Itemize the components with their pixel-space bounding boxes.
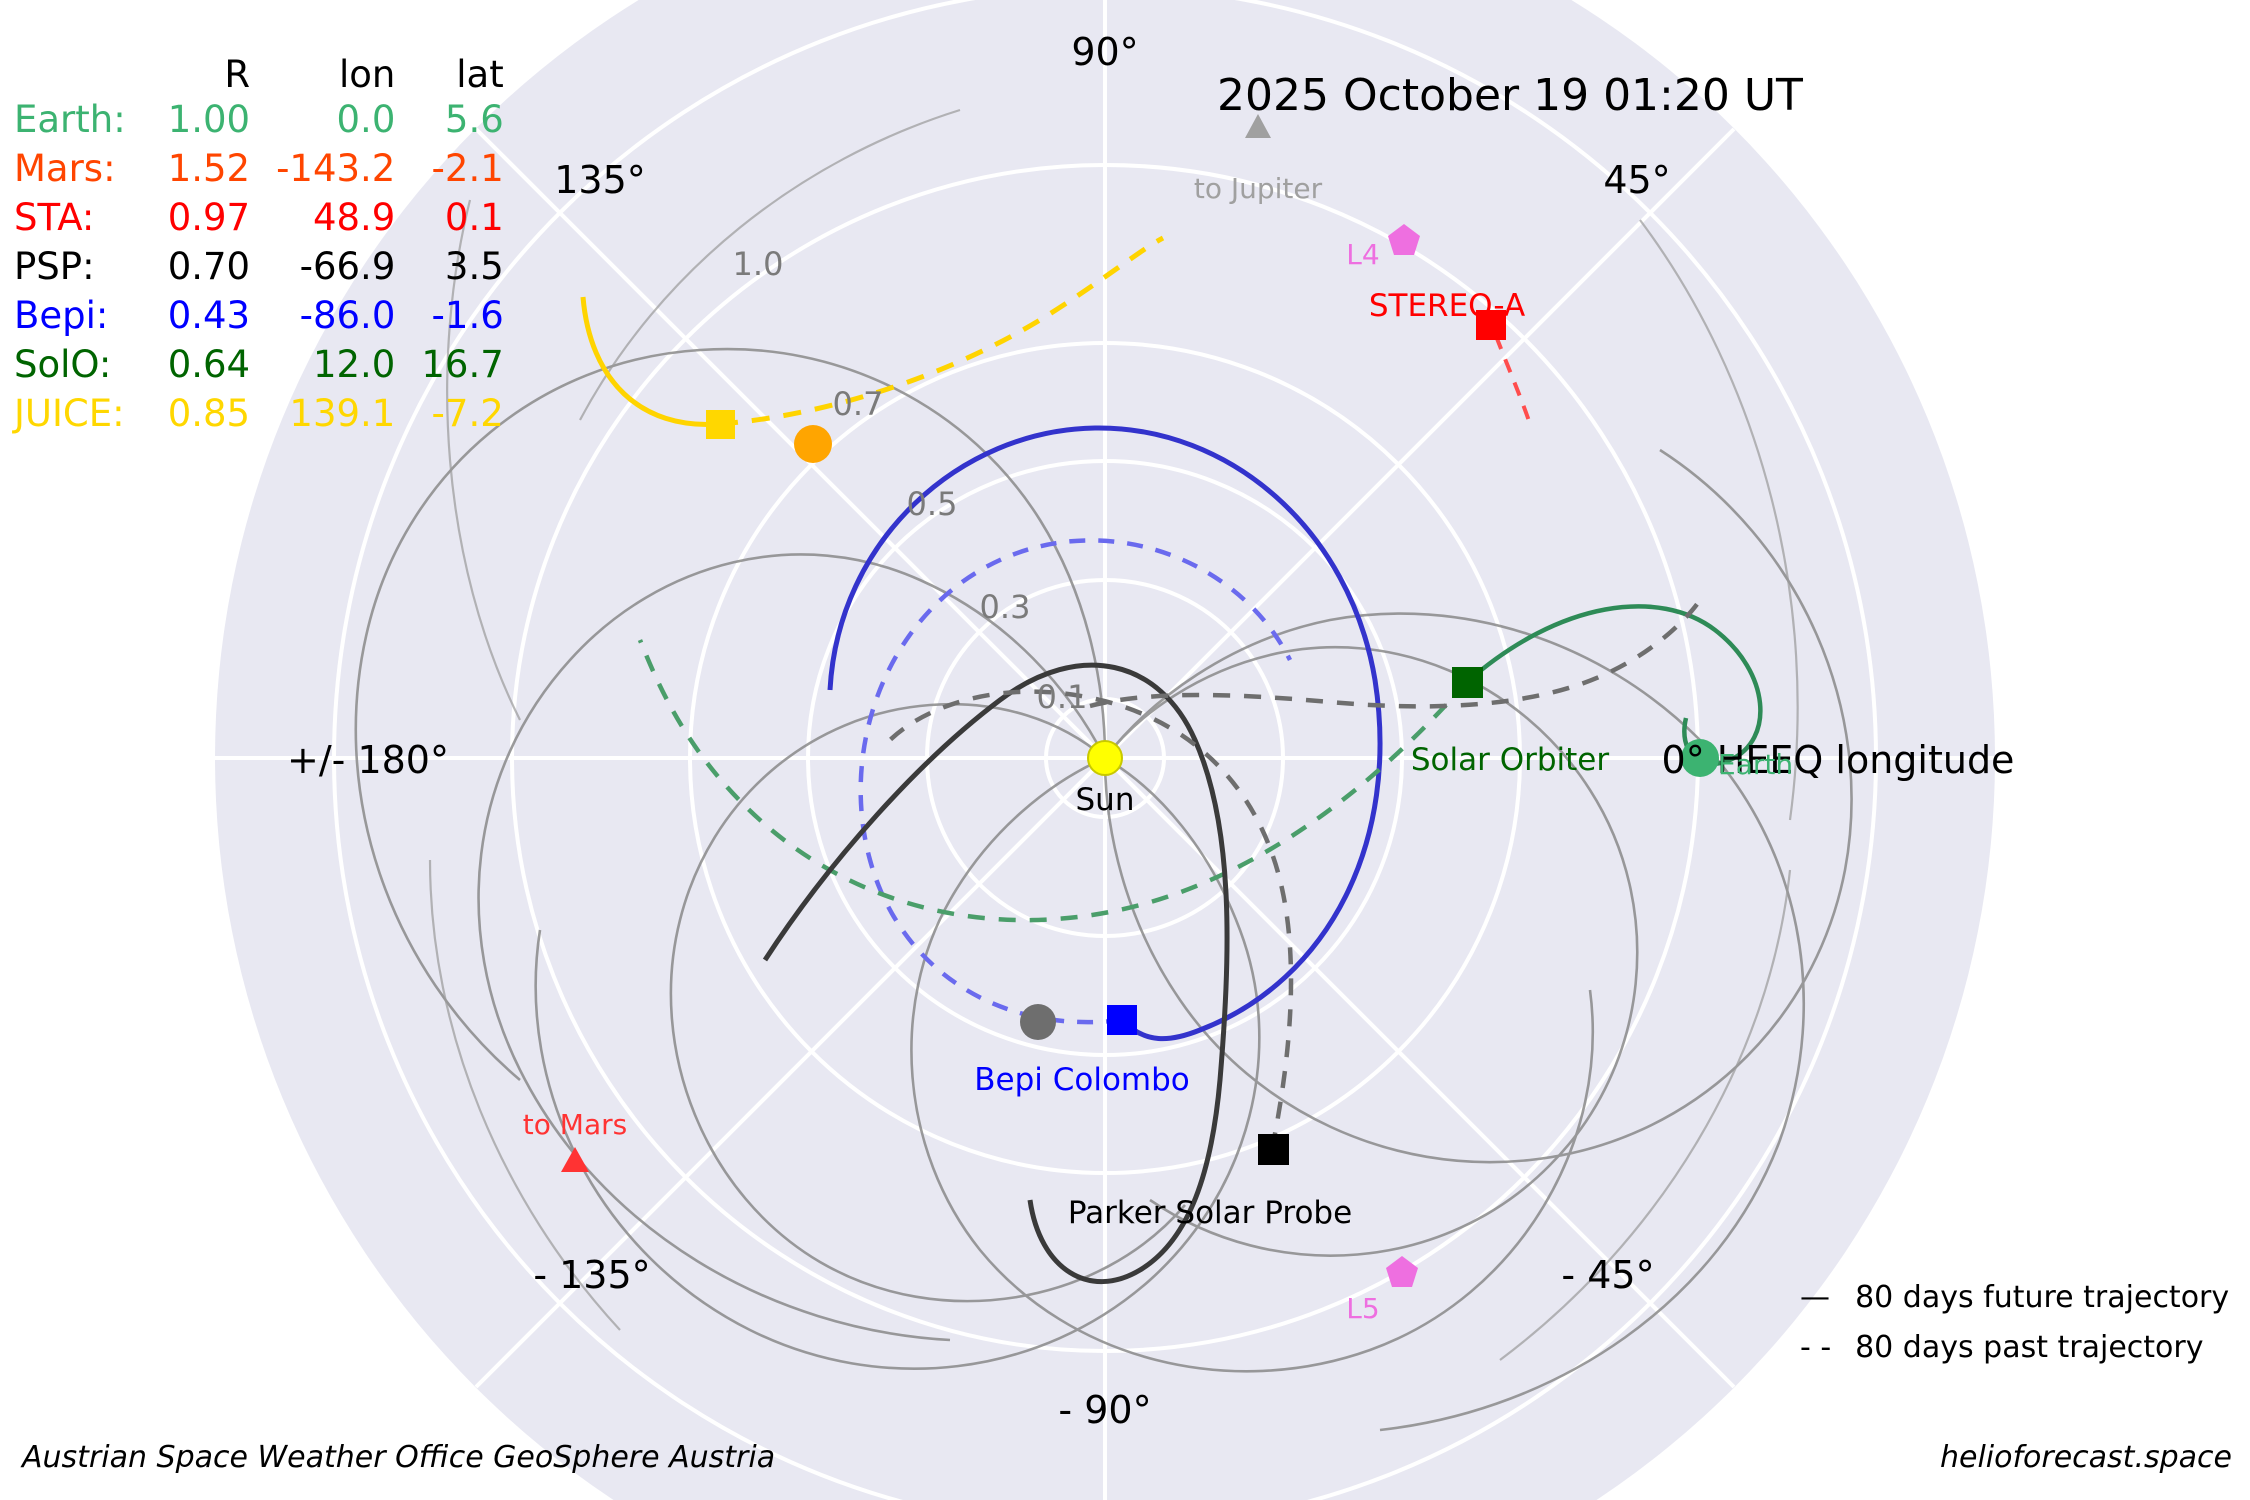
- table-row: Earth: 1.00 0.0 5.6: [14, 95, 504, 144]
- table-cell-psp-lat: 3.5: [444, 245, 504, 288]
- table-row: Mars: 1.52 -143.2 -2.1: [14, 144, 504, 193]
- trajectory-bepi-past: [858, 538, 1293, 1025]
- label-l4: L4: [1346, 238, 1380, 271]
- table-cell-bepi-name: Bepi:: [14, 294, 109, 337]
- axis-label-5: - 135°: [533, 1253, 651, 1297]
- radial-tick-label-2: 0.5: [906, 485, 958, 523]
- legend-future-dash: —: [1800, 1280, 1830, 1315]
- table-header-lat: lat: [456, 53, 504, 96]
- table-cell-earth-r: 1.00: [167, 98, 251, 141]
- label-solar-orbiter: Solar Orbiter: [1410, 742, 1610, 778]
- table-cell-sta-lat: 0.1: [444, 196, 504, 239]
- radial-tick-label-1: 0.7: [832, 385, 884, 423]
- marker-solar-orbiter[interactable]: [1452, 667, 1483, 698]
- marker-to-mars-arrow[interactable]: [561, 1147, 589, 1172]
- table-header-R: R: [224, 53, 251, 96]
- radial-tick-label-3: 0.3: [979, 588, 1031, 626]
- table-cell-earth-lon: 0.0: [336, 98, 396, 141]
- table-cell-mars-lon: -143.2: [276, 147, 396, 190]
- legend-past-dash: - -: [1800, 1330, 1832, 1365]
- marker-bepi-colombo[interactable]: [1107, 1005, 1137, 1035]
- marker-stereo-a[interactable]: [1476, 310, 1506, 340]
- marker-juice[interactable]: [706, 410, 735, 439]
- axis-label-6: +/- 180°: [287, 738, 449, 782]
- label-to-jupiter-arrow: to Jupiter: [1193, 172, 1323, 205]
- marker-venus[interactable]: [794, 425, 832, 463]
- date-stamp: 2025 October 19 01:20 UT: [1217, 70, 1803, 121]
- trajectory-psp-past-outer: [1089, 598, 1702, 709]
- table-cell-juice-lat: -7.2: [431, 392, 504, 435]
- trajectory-psp-past-inner: [888, 689, 1294, 1150]
- table-header-lon: lon: [338, 53, 396, 96]
- marker-sun[interactable]: [1087, 740, 1123, 776]
- axis-label-7: 135°: [554, 158, 646, 202]
- radial-tick-label-0: 1.0: [732, 245, 784, 283]
- legend-past-row: - - 80 days past trajectory: [1800, 1330, 2203, 1365]
- trajectory-stereoa-past: [1494, 335, 1532, 425]
- marker-earth[interactable]: [1681, 739, 1719, 777]
- table-cell-earth-name: Earth:: [14, 98, 126, 141]
- axis-label-4: - 90°: [1058, 1388, 1152, 1432]
- trajectory-juice-past: [719, 235, 1165, 427]
- trajectory-solo-past: [637, 639, 1469, 923]
- marker-l4[interactable]: [1388, 224, 1420, 255]
- table-cell-juice-lon: 139.1: [289, 392, 396, 435]
- table-cell-bepi-lon: -86.0: [299, 294, 396, 337]
- label-earth: Earth: [1718, 748, 1794, 781]
- table-cell-psp-name: PSP:: [14, 245, 95, 288]
- axis-label-3: - 45°: [1561, 1253, 1655, 1297]
- legend-past-label: 80 days past trajectory: [1855, 1330, 2204, 1365]
- table-cell-psp-lon: -66.9: [299, 245, 396, 288]
- footer-right: helioforecast.space: [1939, 1440, 2232, 1475]
- table-cell-sta-name: STA:: [14, 196, 95, 239]
- table-cell-psp-r: 0.70: [167, 245, 251, 288]
- marker-l5[interactable]: [1386, 1256, 1418, 1287]
- table-cell-solo-name: SolO:: [14, 343, 112, 386]
- table-row: PSP: 0.70 -66.9 3.5: [14, 242, 504, 291]
- marker-to-jupiter-arrow[interactable]: [1245, 114, 1271, 138]
- table-row: Bepi: 0.43 -86.0 -1.6: [14, 291, 504, 340]
- trajectory-juice-future: [580, 296, 721, 427]
- table-row: JUICE: 0.85 139.1 -7.2: [14, 389, 504, 438]
- table-cell-mars-lat: -2.1: [431, 147, 504, 190]
- trajectory-bepi-future: [827, 425, 1383, 1042]
- table-cell-sta-lon: 48.9: [312, 196, 396, 239]
- table-row: STA: 0.97 48.9 0.1: [14, 193, 504, 242]
- label-stereo-a: STEREO-A: [1368, 288, 1526, 324]
- axis-label-0: 90°: [1071, 30, 1139, 74]
- table-cell-solo-lat: 16.7: [421, 343, 504, 386]
- table-header-blank: [14, 50, 142, 95]
- label-parker-solar-probe: Parker Solar Probe: [1067, 1195, 1353, 1231]
- table-cell-earth-lat: 5.6: [444, 98, 504, 141]
- table-cell-mars-r: 1.52: [167, 147, 251, 190]
- label-sun: Sun: [1075, 782, 1135, 818]
- table-row: SolO: 0.64 12.0 16.7: [14, 340, 504, 389]
- footer-left: Austrian Space Weather Office GeoSphere …: [22, 1440, 776, 1475]
- label-bepi-colombo: Bepi Colombo: [974, 1062, 1190, 1098]
- label-l5: L5: [1346, 1292, 1380, 1325]
- table-cell-bepi-lat: -1.6: [431, 294, 504, 337]
- table-cell-mars-name: Mars:: [14, 147, 116, 190]
- axis-label-2: 0° HEEQ longitude: [1661, 738, 2015, 782]
- table-cell-solo-lon: 12.0: [312, 343, 396, 386]
- table-cell-solo-r: 0.64: [167, 343, 251, 386]
- table-cell-juice-name: JUICE:: [14, 392, 125, 435]
- marker-parker-solar-probe[interactable]: [1258, 1134, 1289, 1165]
- marker-mercury[interactable]: [1020, 1004, 1056, 1040]
- axis-label-1: 45°: [1603, 158, 1671, 202]
- label-to-mars-arrow: to Mars: [522, 1108, 628, 1141]
- table-cell-bepi-r: 0.43: [167, 294, 251, 337]
- outer-spiral-arcs: [428, 108, 1799, 1361]
- trajectory-psp-future: [762, 662, 1230, 1284]
- legend-future-row: — 80 days future trajectory: [1800, 1280, 2229, 1315]
- legend-future-label: 80 days future trajectory: [1855, 1280, 2230, 1315]
- table-cell-sta-r: 0.97: [167, 196, 251, 239]
- radial-tick-label-4: 0.1: [1036, 678, 1088, 716]
- table-cell-juice-r: 0.85: [167, 392, 251, 435]
